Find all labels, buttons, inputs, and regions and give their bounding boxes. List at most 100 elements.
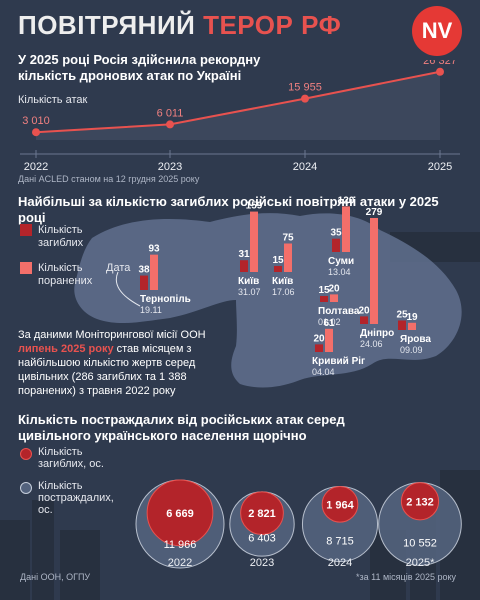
total-value: 8 715: [326, 536, 354, 548]
date-label: 01.02: [318, 317, 341, 327]
legend3-total: Кількість постраждалих, ос.: [20, 480, 128, 516]
killed-value: 6 669: [166, 508, 194, 520]
injured-label: 159: [246, 201, 263, 212]
section3-title: Кількість постраждалих від російських ат…: [18, 412, 345, 443]
note-before: За даними Моніторингової місії ООН: [18, 329, 206, 341]
killed-bar: [140, 275, 148, 290]
killed-label: 15: [272, 255, 284, 266]
injured-bar: [284, 243, 292, 272]
page-title: ПОВІТРЯНИЙ ТЕРОР РФ: [18, 10, 341, 41]
legend3-total-swatch: [20, 482, 32, 494]
killed-bubble: [400, 482, 440, 521]
section1-source: Дані ACLED станом на 12 грудня 2025 року: [18, 174, 200, 184]
killed-label: 25: [396, 310, 408, 321]
legend3-killed-swatch: [20, 448, 32, 460]
year-label: 2022: [168, 557, 192, 569]
city-label: Суми: [328, 256, 354, 267]
total-value: 11 966: [164, 539, 197, 551]
city-label: Полтава: [318, 306, 360, 317]
date-label: 13.04: [328, 267, 351, 277]
un-note: За даними Моніторингової місії ООН липен…: [18, 328, 236, 398]
attacks-point: [32, 128, 40, 137]
attacks-value-label: 6 011: [157, 107, 184, 119]
total-value: 10 552: [403, 538, 437, 550]
attacks-line: [35, 70, 441, 134]
attacks-point: [301, 94, 309, 103]
injured-label: 93: [148, 244, 160, 255]
killed-value: 2 132: [406, 496, 434, 508]
killed-bar: [320, 296, 328, 302]
killed-label: 15: [318, 285, 330, 296]
date-label: 09.09: [400, 345, 423, 355]
x-tick-label: 2022: [24, 161, 48, 173]
attacks-point: [166, 120, 174, 129]
killed-value: 1 964: [326, 499, 354, 511]
x-tick-label: 2024: [293, 161, 317, 173]
legend-killed-label: Кількість загиблих: [38, 224, 84, 249]
injured-bar: [150, 254, 158, 290]
city-label: Тернопіль: [140, 294, 191, 305]
city-label: Кривий Ріг: [312, 356, 365, 367]
attacks-point: [436, 67, 444, 76]
city-label: Київ: [272, 276, 293, 287]
city-label: Дніпро: [360, 328, 394, 339]
injured-label: 75: [282, 233, 294, 244]
legend3-killed-label: Кількість загиблих, ос.: [38, 446, 104, 470]
killed-bar: [332, 238, 340, 252]
killed-label: 38: [138, 265, 150, 276]
attacks-area-chart: 3 010 2022 6 011 2023 15 955 2024 26 327 2025: [20, 60, 460, 173]
date-label: 24.06: [360, 339, 383, 349]
section2-title: Найбільші за кількістю загиблих російськ…: [18, 194, 439, 225]
x-tick-label: 2025: [428, 161, 452, 173]
note-highlight: липень 2025 року: [18, 343, 114, 355]
killed-label: 31: [238, 249, 250, 260]
legend3-killed: Кількість загиблих, ос.: [20, 446, 108, 470]
attacks-area: [36, 71, 440, 140]
date-label: 19.11: [140, 305, 162, 315]
injured-bar: [325, 328, 333, 352]
date-label: 17.06: [272, 287, 295, 297]
attacks-value-label: 26 327: [423, 60, 457, 67]
legend-killed-swatch: [20, 224, 32, 236]
killed-label: 35: [330, 228, 342, 239]
injured-bar: [250, 211, 258, 272]
date-label: 04.04: [312, 367, 335, 377]
injured-bar: [370, 217, 378, 324]
killed-label: 20: [313, 333, 325, 344]
title-part2: ТЕРОР РФ: [203, 10, 342, 40]
total-value: 6 403: [248, 533, 276, 545]
title-part1: ПОВІТРЯНИЙ: [18, 10, 196, 40]
year-label: 2025*: [406, 557, 435, 569]
injured-label: 279: [366, 207, 383, 218]
killed-bar: [360, 316, 368, 324]
legend-injured: Кількість поранених: [20, 262, 98, 288]
section1-title: У 2025 році Росія здійснила рекордну кіл…: [18, 52, 261, 83]
killed-bubble: [146, 479, 214, 547]
injured-label: 19: [406, 312, 418, 323]
killed-value: 2 821: [248, 508, 276, 520]
killed-bar: [315, 344, 323, 352]
note-after: став місяцем з найбільшою кількістю жерт…: [18, 343, 196, 397]
nv-logo: NV: [412, 6, 462, 56]
city-label: Київ: [238, 276, 259, 287]
attacks-legend-label: Кількість атак: [18, 94, 88, 106]
ukraine-map: [74, 213, 462, 388]
killed-label: 20: [358, 305, 370, 316]
x-tick-label: 2023: [158, 161, 182, 173]
injured-bar: [342, 206, 350, 252]
legend-date-label: Дата: [106, 262, 131, 274]
year-label: 2023: [250, 557, 274, 569]
legend3-total-label: Кількість постраждалих, ос.: [38, 480, 114, 516]
injured-label: 120: [338, 195, 355, 206]
date-pointer: [115, 271, 141, 307]
attacks-value-label: 3 010: [22, 115, 50, 127]
injured-bar: [330, 294, 338, 302]
legend-killed: Кількість загиблих: [20, 224, 98, 250]
killed-bubble: [240, 491, 284, 536]
date-label: 31.07: [238, 287, 261, 297]
victims-bubble-chart: 6 669 11 966 2022 2 821 6 403 2023 1 964 8 715 2…: [135, 479, 462, 569]
injured-label: 20: [328, 283, 340, 294]
city-label: Ярова: [400, 334, 431, 345]
killed-bar: [240, 260, 248, 272]
